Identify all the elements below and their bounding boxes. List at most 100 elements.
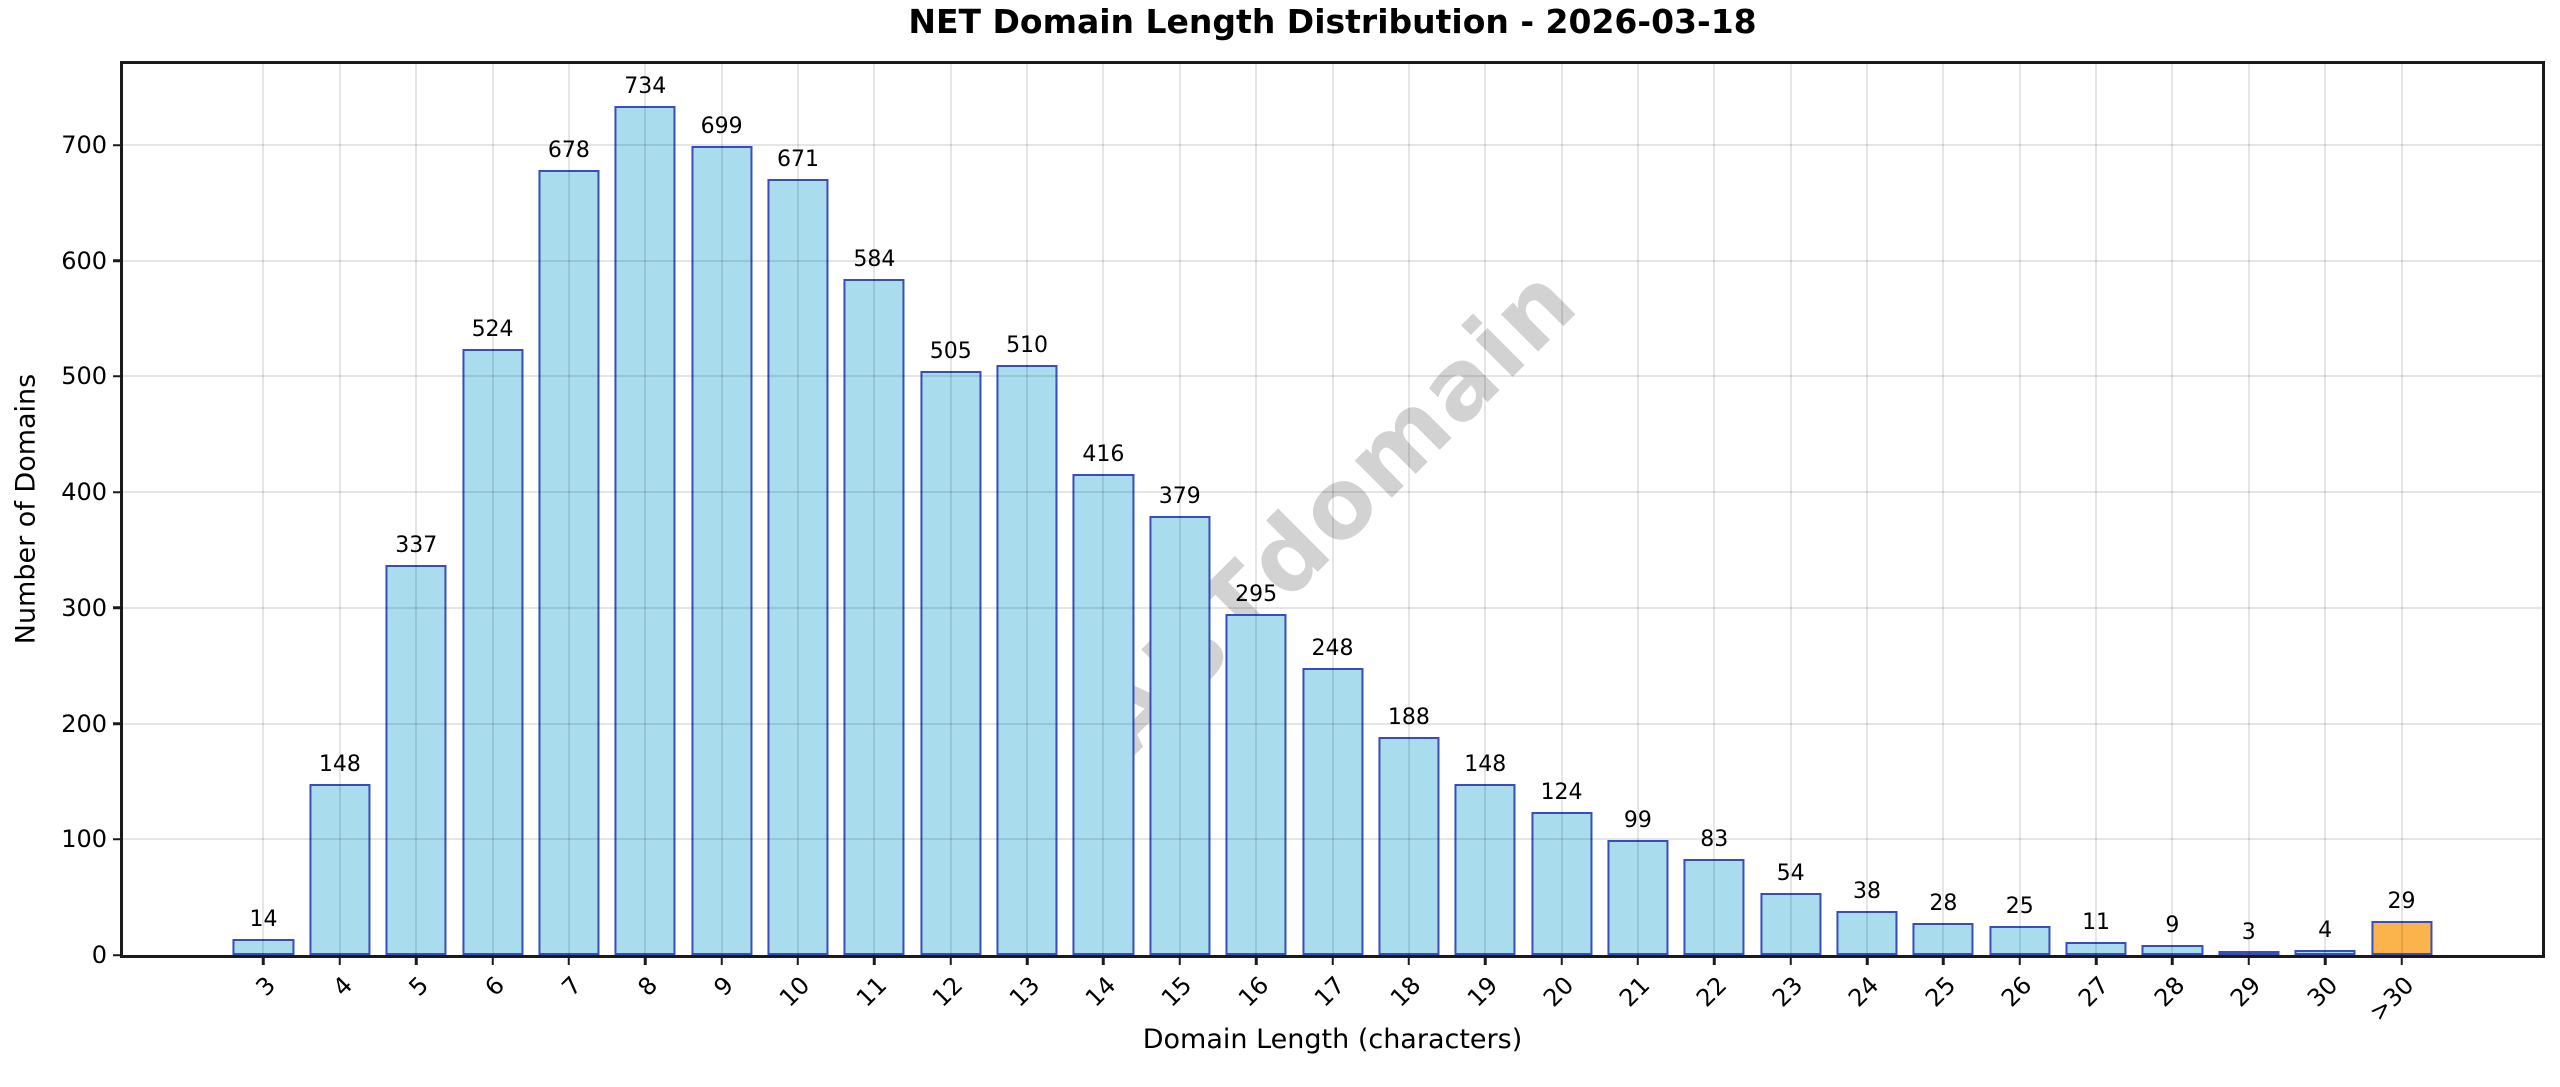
y-axis-tick	[113, 953, 123, 957]
y-axis-tick	[113, 259, 123, 262]
x-axis-tick	[1331, 955, 1334, 965]
gridline-vertical	[2400, 64, 2403, 955]
gridline-vertical	[1942, 64, 1945, 955]
gridline-vertical	[2095, 64, 2098, 955]
x-axis-tick-label: 27	[2072, 971, 2114, 1013]
x-axis-tick	[2094, 955, 2098, 965]
y-axis-tick-label: 0	[91, 941, 107, 969]
bar-value-label: 505	[929, 338, 972, 364]
bar-value-label: 416	[1082, 441, 1125, 467]
x-axis-tick-label: 23	[1767, 971, 1809, 1013]
x-axis-tick-label: 24	[1843, 971, 1885, 1013]
bar-value-label: 28	[1929, 890, 1958, 916]
gridline-vertical	[2171, 64, 2174, 955]
y-axis-title: Number of Domains	[10, 373, 42, 645]
x-axis-tick	[338, 955, 342, 965]
x-axis-tick	[720, 955, 723, 965]
bar-value-label: 188	[1387, 705, 1430, 731]
x-axis-tick	[2171, 955, 2174, 965]
bar-value-label: 11	[2082, 910, 2111, 936]
gridline-horizontal	[123, 259, 2542, 262]
x-axis-tick	[1025, 955, 1029, 965]
gridline-vertical	[2324, 64, 2327, 955]
bar-13	[996, 364, 1058, 955]
bar-value-label: 148	[1464, 751, 1507, 777]
y-axis-tick-label: 700	[61, 131, 107, 159]
bar-value-label: 510	[1006, 332, 1049, 358]
bar-value-label: 671	[776, 146, 819, 172]
x-axis-tick	[796, 955, 800, 965]
x-axis-tick-label: >30	[2363, 971, 2420, 1027]
x-axis-tick	[1254, 955, 1258, 965]
y-axis-tick	[113, 375, 123, 378]
gridline-vertical	[2018, 64, 2021, 955]
y-axis-tick-label: 500	[61, 362, 107, 391]
bar-9	[691, 146, 753, 955]
bar-26	[1989, 926, 2051, 955]
x-axis-tick-label: 29	[2225, 971, 2267, 1013]
gridline-vertical	[262, 64, 265, 955]
x-axis-tick-label: 16	[1232, 971, 1274, 1013]
bar-value-label: 337	[395, 533, 438, 559]
x-axis-tick-label: 12	[927, 971, 969, 1013]
x-axis-tick-label: 4	[327, 971, 358, 1002]
bar-value-label: 25	[2005, 894, 2034, 920]
x-axis-tick	[1102, 955, 1105, 965]
bar-value-label: 38	[1853, 879, 1881, 905]
y-axis-tick	[113, 606, 123, 610]
x-axis-tick	[2323, 955, 2327, 965]
x-axis-tick-label: 11	[850, 971, 893, 1013]
x-axis-tick-label: 6	[479, 971, 511, 1002]
bar-16	[1225, 613, 1287, 955]
x-axis-tick	[1713, 955, 1716, 965]
bar-value-label: 14	[249, 906, 278, 932]
x-axis-tick	[1865, 955, 1869, 965]
x-axis-tick	[491, 955, 494, 965]
bar-value-label: 9	[2165, 912, 2180, 938]
bar-21	[1607, 840, 1669, 955]
x-axis-tick	[1636, 955, 1640, 965]
x-axis-tick	[644, 955, 647, 965]
bar-23	[1760, 892, 1822, 955]
bar-29	[2218, 951, 2280, 955]
bar-value-label: 584	[853, 247, 896, 273]
gridline-vertical	[1789, 64, 1792, 955]
bar-22	[1683, 858, 1745, 955]
bar-value-label: 3	[2241, 919, 2256, 945]
bar-value-label: 124	[1540, 779, 1583, 805]
x-axis-tick-label: 8	[632, 971, 664, 1002]
bar-12	[920, 370, 982, 955]
x-axis-tick-label: 3	[250, 971, 282, 1002]
x-axis-tick-label: 13	[1003, 971, 1045, 1013]
gridline-horizontal	[123, 144, 2542, 146]
x-axis-tick	[949, 955, 952, 965]
x-axis-tick	[262, 955, 265, 965]
bar-value-label: 99	[1623, 808, 1652, 834]
y-axis-tick-label: 200	[61, 709, 107, 738]
bar-value-label: 4	[2318, 918, 2333, 944]
bar-28	[2141, 944, 2203, 955]
x-axis-tick	[2247, 955, 2251, 965]
x-axis-tick	[2400, 955, 2403, 965]
y-axis-tick	[113, 143, 123, 147]
x-axis-tick	[567, 955, 571, 965]
x-axis-tick	[2018, 955, 2021, 965]
x-axis-tick-label: 28	[2148, 971, 2191, 1013]
bar-15	[1149, 516, 1211, 955]
bar-value-label: 379	[1158, 484, 1201, 510]
x-axis-tick-label: 15	[1156, 971, 1198, 1013]
bar-20	[1531, 811, 1593, 955]
bar-17	[1301, 668, 1364, 955]
plot-area: ABTdomain 0 100 200 300 400 500 600 700 14 3 148 4 3…	[61, 61, 2545, 1027]
x-axis-tick-label: 25	[1919, 971, 1962, 1013]
bar-24	[1836, 911, 1898, 955]
x-axis-tick-label: 17	[1308, 971, 1351, 1013]
bar-value-label: 29	[2387, 889, 2416, 915]
gridline-vertical	[1866, 64, 1868, 955]
x-axis-tick	[1407, 955, 1411, 965]
y-axis-tick	[113, 838, 123, 841]
bar-27	[2065, 942, 2127, 955]
x-axis-tick-label: 7	[556, 971, 587, 1002]
bar-value-label: 295	[1235, 581, 1278, 607]
